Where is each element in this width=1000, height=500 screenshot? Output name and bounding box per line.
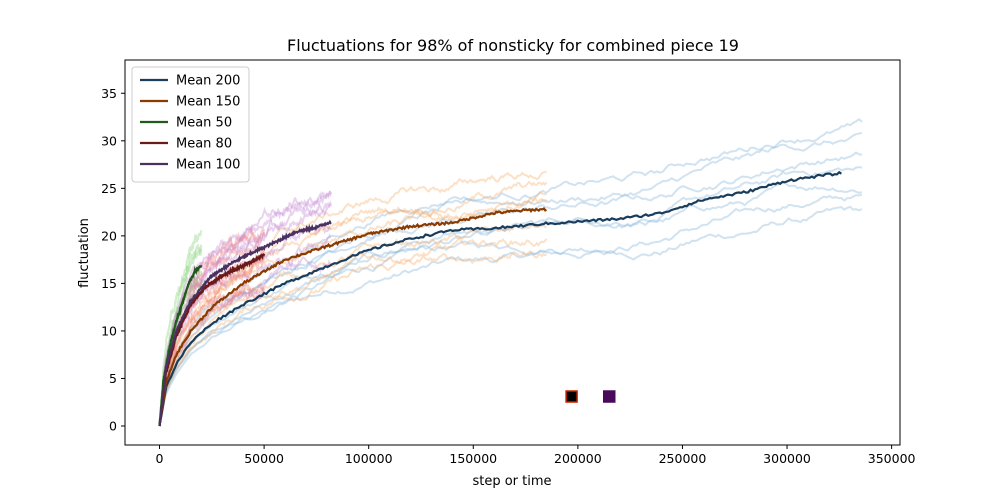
y-tick-label: 25	[101, 181, 117, 196]
trace-line	[158, 250, 547, 427]
trace-line	[158, 244, 203, 427]
series-line-4	[158, 253, 266, 427]
trace-line	[158, 205, 863, 427]
legend-label: Mean 50	[176, 116, 232, 131]
chart-title: Fluctuations for 98% of nonsticky for co…	[287, 36, 739, 55]
trace-line	[158, 193, 863, 427]
y-tick-label: 20	[101, 228, 117, 243]
trace-line	[158, 200, 332, 427]
x-tick-label: 250000	[659, 451, 707, 466]
x-tick-label: 150000	[449, 451, 497, 466]
x-tick-label: 200000	[554, 451, 602, 466]
x-tick-label: 300000	[763, 451, 811, 466]
trace-line	[158, 233, 332, 427]
y-tick-label: 15	[101, 276, 117, 291]
trace-line	[158, 180, 548, 427]
trace-line	[158, 170, 547, 427]
series-line-1	[158, 170, 842, 427]
x-tick-label: 350000	[868, 451, 916, 466]
marker-2	[602, 390, 616, 403]
x-tick-label: 50000	[244, 451, 284, 466]
trace-line	[158, 179, 863, 427]
trace-line	[158, 151, 863, 427]
trace-line	[158, 230, 203, 427]
legend-label: Mean 150	[176, 95, 240, 110]
y-axis-label: fluctuation	[77, 218, 92, 288]
series-line-5	[158, 219, 332, 427]
trace-line	[158, 281, 266, 427]
plot-frame	[124, 59, 901, 446]
y-tick-label: 5	[109, 371, 117, 386]
legend-label: Mean 100	[176, 158, 240, 173]
x-axis-label: step or time	[472, 474, 551, 489]
legend-label: Mean 80	[176, 137, 232, 152]
trace-line	[158, 196, 548, 427]
series-line-2	[158, 207, 547, 427]
y-tick-label: 10	[101, 323, 117, 338]
x-axis: 0 50000 100000 150000 200000 250000 300000 3500…	[156, 445, 916, 466]
marker-1	[565, 390, 578, 403]
x-tick-label: 0	[156, 451, 164, 466]
trace-line	[158, 236, 548, 427]
trace-line	[158, 202, 332, 427]
trace-line	[158, 131, 863, 427]
legend: Mean 200 Mean 150 Mean 50 Mean 80 Mean 100	[131, 66, 250, 183]
trace-line	[158, 190, 332, 427]
plot-area	[158, 118, 863, 427]
trace-line	[158, 253, 266, 427]
y-tick-label: 30	[101, 133, 117, 148]
trace-line	[158, 191, 547, 427]
legend-box	[131, 66, 250, 183]
y-tick-label: 0	[109, 418, 117, 433]
x-tick-label: 100000	[345, 451, 393, 466]
y-axis: 0 5 10 15 20 25 30 35	[101, 86, 125, 433]
y-tick-label: 35	[101, 86, 117, 101]
legend-label: Mean 200	[176, 74, 240, 89]
